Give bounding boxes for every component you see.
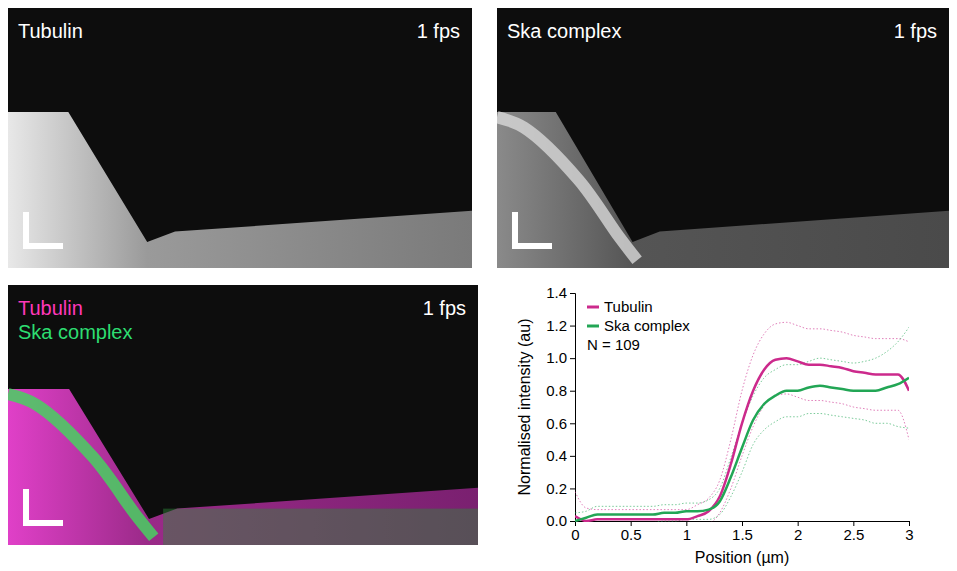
x-tick-label: 2.5	[843, 526, 864, 543]
figure: Tubulin1 fpsSka complex1 fpsTubulinSka c…	[0, 0, 957, 571]
x-axis-title: Position (µm)	[695, 549, 790, 566]
panel-label: Ska complex	[507, 20, 622, 42]
kymograph-background	[497, 8, 949, 268]
y-tick-label: 0.6	[546, 415, 567, 432]
y-tick-mark	[570, 358, 575, 359]
y-tick-mark	[570, 293, 575, 294]
plot-area	[575, 322, 909, 522]
y-tick: 0.2	[546, 480, 575, 497]
x-tick-label: 1	[683, 526, 691, 543]
y-tick-label: 1.4	[546, 284, 567, 301]
legend-label: Ska complex	[604, 317, 690, 334]
ska-tip-signal	[497, 117, 637, 260]
legend: Tubulin Ska complex N = 109	[587, 298, 690, 353]
x-axis: 0 0.5 1 1.5 2 2.5 3	[571, 521, 913, 543]
panel-label: Tubulin	[18, 297, 83, 319]
y-tick-label: 1.2	[546, 317, 567, 334]
y-tick-label: 0.2	[546, 480, 567, 497]
panel-label: Tubulin	[18, 20, 83, 42]
panel-label: Ska complex	[18, 321, 133, 343]
y-tick-mark	[570, 456, 575, 457]
y-axis-title: Normalised intensity (au)	[516, 319, 533, 496]
tubulin-signal	[8, 389, 478, 545]
x-tick-label: 2	[794, 526, 802, 543]
y-tick-mark	[570, 488, 575, 489]
legend-swatch	[587, 306, 599, 309]
y-tick-label: 1.0	[546, 349, 567, 366]
annotation: N = 109	[587, 336, 640, 353]
kymograph-background	[8, 285, 478, 545]
legend-item: Ska complex	[587, 317, 690, 334]
legend-item: Tubulin	[587, 298, 653, 315]
kymograph-background	[8, 8, 472, 268]
y-axis-line	[570, 294, 576, 522]
y-axis: 0.0 0.2 0.4 0.6 0.8 1.0 1.2 1.4	[546, 284, 575, 529]
series-line	[575, 378, 909, 521]
frame-rate: 1 fps	[423, 297, 466, 319]
series-line	[575, 358, 909, 521]
ska-signal	[497, 112, 949, 268]
chart: 0.0 0.2 0.4 0.6 0.8 1.0 1.2 1.4 0 0.5 1 1.5 2 2.5 3 Pos…	[516, 284, 914, 566]
y-tick: 1.0	[546, 349, 575, 366]
ska-tip-signal	[8, 394, 154, 537]
kymograph: TubulinSka complex 1 fps	[8, 285, 478, 545]
x-tick-label: 3	[905, 526, 913, 543]
legend-label: Tubulin	[604, 298, 653, 315]
x-tick: 1	[683, 521, 691, 543]
scale-bar	[515, 212, 552, 246]
x-tick-label: 0.5	[621, 526, 642, 543]
y-tick-label: 0.0	[546, 512, 567, 529]
y-tick-label: 0.4	[546, 447, 567, 464]
scale-bar	[26, 489, 63, 523]
x-tick: 0.5	[621, 521, 642, 543]
error-upper-line	[575, 322, 909, 509]
kymograph: Ska complex 1 fps	[497, 8, 949, 268]
x-tick-label: 0	[571, 526, 579, 543]
legend-swatch	[587, 325, 599, 328]
y-tick: 1.2	[546, 317, 575, 334]
kymograph: Tubulin 1 fps	[8, 8, 472, 268]
y-tick: 1.4	[546, 284, 575, 301]
y-tick: 0.6	[546, 415, 575, 432]
error-lower-line	[575, 394, 909, 522]
y-tick-mark	[570, 391, 575, 392]
x-tick: 1.5	[732, 521, 753, 543]
scale-bar	[26, 212, 63, 246]
frame-rate: 1 fps	[894, 20, 937, 42]
x-tick: 3	[905, 521, 913, 543]
y-tick: 0.8	[546, 382, 575, 399]
y-tick-label: 0.8	[546, 382, 567, 399]
y-tick-mark	[570, 423, 575, 424]
x-tick: 2	[794, 521, 802, 543]
y-tick-mark	[570, 326, 575, 327]
y-tick: 0.4	[546, 447, 575, 464]
frame-rate: 1 fps	[417, 20, 460, 42]
x-tick-label: 1.5	[732, 526, 753, 543]
x-tick: 0	[571, 521, 579, 543]
ska-lattice-signal	[163, 509, 478, 545]
y-tick-mark	[570, 521, 575, 522]
x-tick: 2.5	[843, 521, 864, 543]
tubulin-signal	[8, 112, 472, 268]
error-lower-line	[575, 414, 909, 522]
